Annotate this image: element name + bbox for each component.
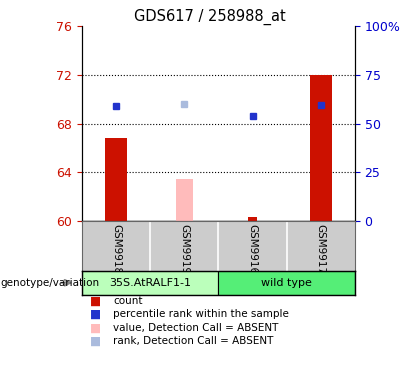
Text: percentile rank within the sample: percentile rank within the sample — [113, 309, 289, 320]
Text: ■: ■ — [90, 308, 101, 321]
Text: 35S.AtRALF1-1: 35S.AtRALF1-1 — [109, 278, 191, 288]
Bar — [105, 138, 127, 221]
Text: GSM9916: GSM9916 — [247, 224, 257, 274]
Bar — [82, 271, 218, 295]
Text: ■: ■ — [90, 335, 101, 348]
Text: genotype/variation: genotype/variation — [0, 278, 99, 288]
Bar — [310, 75, 332, 221]
Text: GSM9918: GSM9918 — [111, 224, 121, 274]
Text: ■: ■ — [90, 321, 101, 335]
Text: wild type: wild type — [261, 278, 312, 288]
Bar — [218, 271, 355, 295]
Text: rank, Detection Call = ABSENT: rank, Detection Call = ABSENT — [113, 336, 274, 347]
Text: count: count — [113, 296, 143, 306]
Text: value, Detection Call = ABSENT: value, Detection Call = ABSENT — [113, 323, 279, 333]
Text: GDS617 / 258988_at: GDS617 / 258988_at — [134, 9, 286, 25]
Bar — [176, 179, 193, 221]
Bar — [249, 217, 257, 221]
Text: GSM9917: GSM9917 — [316, 224, 326, 274]
Text: ■: ■ — [90, 294, 101, 307]
Text: GSM9919: GSM9919 — [179, 224, 189, 274]
